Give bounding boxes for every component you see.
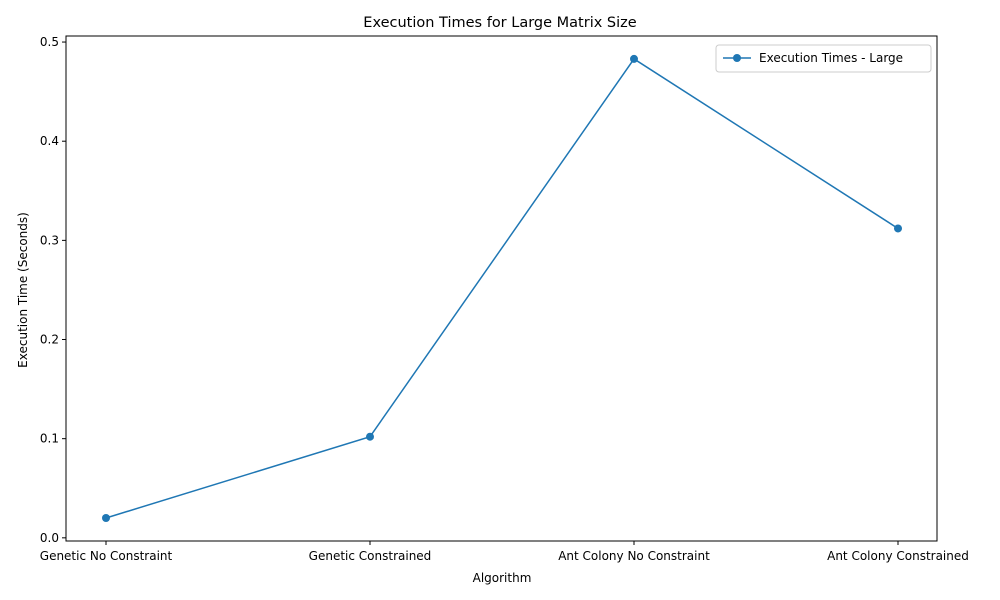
- plot-frame: [65, 35, 938, 542]
- series-line: [105, 57, 899, 519]
- legend-box: [715, 44, 932, 73]
- data-point: [102, 513, 110, 522]
- x-tick-label: Ant Colony Constrained: [827, 549, 969, 563]
- y-tick-label: 0.3: [40, 233, 59, 247]
- x-axis: Genetic No Constraint Genetic Constrained…: [40, 541, 969, 563]
- x-tick-label: Genetic No Constraint: [40, 549, 173, 563]
- y-axis: 0.0 0.1 0.2 0.3 0.4 0.5: [40, 35, 66, 545]
- y-tick-label: 0.4: [40, 134, 59, 148]
- data-point: [894, 224, 902, 233]
- y-axis-label: Execution Time (Seconds): [16, 212, 30, 368]
- x-axis-label: Algorithm: [473, 571, 532, 585]
- data-point: [630, 54, 638, 63]
- legend-marker: [733, 54, 741, 62]
- data-point: [366, 432, 374, 441]
- y-tick-label: 0.0: [40, 531, 59, 545]
- legend: Execution Times - Large: [715, 44, 932, 73]
- y-tick-label: 0.1: [40, 432, 59, 446]
- legend-entry-label: Execution Times - Large: [759, 51, 903, 65]
- chart-title: Execution Times for Large Matrix Size: [363, 15, 636, 31]
- plot-area: 0.0 0.1 0.2 0.3 0.4 0.5 Genetic No Constraint…: [40, 35, 969, 563]
- x-tick-label: Ant Colony No Constraint: [558, 549, 710, 563]
- series-layer: [102, 54, 902, 522]
- y-tick-label: 0.5: [40, 35, 59, 49]
- y-tick-label: 0.2: [40, 333, 59, 347]
- x-tick-label: Genetic Constrained: [309, 549, 432, 563]
